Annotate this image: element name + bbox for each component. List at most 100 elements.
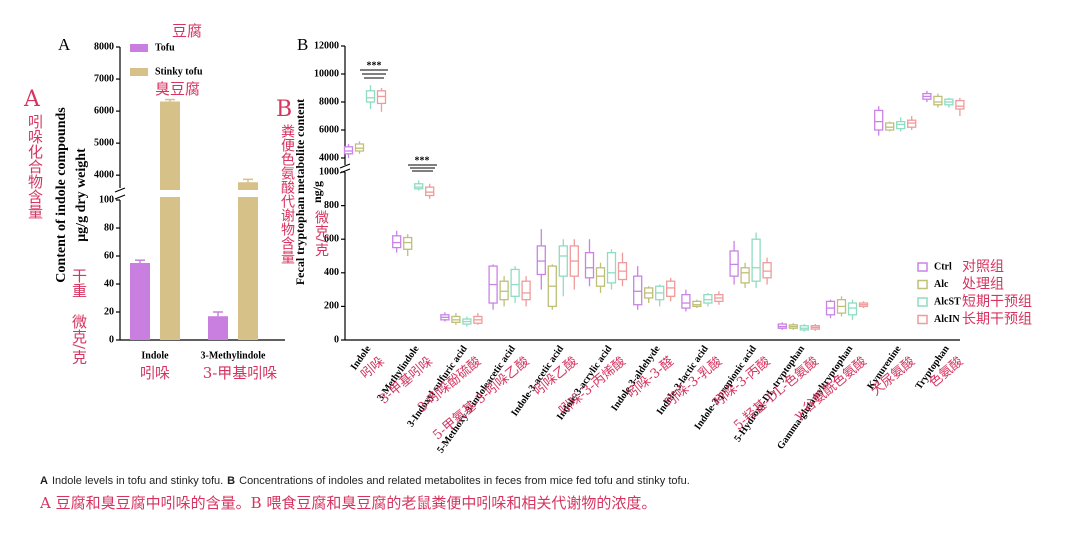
box	[354, 143, 365, 152]
significance-lines	[360, 69, 437, 172]
annotation: 吲哚	[140, 364, 170, 382]
y-tick-label: 4000	[319, 152, 339, 163]
legend-swatch	[917, 262, 928, 272]
break-mark	[339, 168, 351, 174]
y-tick-label: 20	[104, 306, 114, 317]
axis-break	[339, 166, 349, 171]
y-tick-label: 100	[99, 194, 114, 205]
y-tick-label: 0	[109, 334, 114, 345]
panel-label: B	[297, 35, 308, 54]
annotation: 3-甲基吲哚	[203, 364, 278, 382]
box	[558, 245, 568, 277]
box	[751, 238, 761, 282]
box	[729, 250, 739, 277]
box	[681, 293, 691, 309]
legend-swatch	[917, 297, 928, 307]
legend-note: 对照组	[962, 259, 1004, 275]
legend-label: Stinky tofu	[155, 66, 203, 77]
box	[933, 95, 943, 106]
x-tick-label: Indole	[141, 350, 169, 361]
break-mark	[339, 163, 351, 169]
y-tick-label: 400	[324, 267, 339, 278]
bar	[208, 316, 228, 340]
box	[606, 251, 617, 284]
x-tick-label: 3-Methylindole	[201, 350, 267, 361]
y-tick-label: 40	[104, 278, 114, 289]
legend-swatch	[917, 279, 928, 290]
box	[740, 267, 750, 284]
annotation: 微克/克	[70, 314, 88, 365]
y-tick-label: 4000	[94, 169, 114, 180]
caption: A Indole levels in tofu and stinky tofu. B…	[40, 475, 690, 487]
annotation: B	[276, 97, 292, 122]
y-axis-label: μg/g dry weight	[74, 148, 89, 242]
box	[692, 300, 702, 308]
annotation: 干重	[70, 268, 88, 298]
y-tick-label: 1000	[319, 166, 339, 177]
box	[343, 146, 354, 155]
legend-note: 长期干预组	[962, 312, 1032, 328]
break-mark	[114, 194, 126, 200]
bar	[130, 263, 150, 340]
legend-swatch	[917, 314, 928, 325]
box	[510, 268, 520, 297]
box	[499, 280, 509, 301]
y-tick-label: 200	[324, 301, 339, 312]
annotation: 粪便色氨酸代谢物含量	[279, 124, 295, 264]
annotation: 豆腐	[172, 22, 202, 40]
box	[536, 245, 546, 276]
box	[885, 122, 895, 131]
box	[907, 119, 917, 128]
box	[521, 280, 531, 301]
y-tick-label: 7000	[94, 73, 114, 84]
box	[425, 186, 435, 197]
box	[633, 275, 643, 306]
box	[595, 267, 606, 287]
box	[584, 251, 595, 279]
legend-label: AlcST	[934, 296, 961, 307]
annotation: 微克/克	[313, 210, 329, 258]
y-tick-label: 8000	[94, 41, 114, 52]
box	[403, 236, 413, 250]
y-tick-label: 12000	[314, 40, 339, 51]
box	[414, 183, 424, 190]
y-tick-label: 10000	[314, 68, 339, 79]
axis-break	[114, 190, 285, 197]
legend-note: 处理组	[962, 277, 1004, 293]
annotation: A	[23, 87, 41, 112]
box	[703, 293, 713, 304]
legend-note: 短期干预组	[962, 294, 1032, 310]
annotation: ***	[367, 60, 382, 71]
y-tick-label: 6000	[94, 105, 114, 116]
legend-swatch	[130, 68, 148, 76]
y-tick-label: 600	[324, 233, 339, 244]
box	[666, 280, 676, 297]
box	[762, 262, 772, 279]
y-tick-label: 6000	[319, 124, 339, 135]
box	[365, 90, 376, 103]
box	[392, 235, 402, 249]
legend-label: Ctrl	[934, 261, 952, 272]
y-axis-label: ng/g	[310, 181, 324, 203]
bar	[238, 182, 258, 340]
y-tick-label: 800	[324, 200, 339, 211]
box	[955, 99, 965, 110]
y-tick-label: 80	[104, 222, 114, 233]
y-tick-label: 60	[104, 250, 114, 261]
box	[874, 109, 884, 131]
y-tick-label: 0	[334, 334, 339, 345]
caption-zh: A 豆腐和臭豆腐中吲哚的含量。B 喂食豆腐和臭豆腐的老鼠粪便中吲哚和相关代谢物的…	[39, 494, 656, 512]
box	[896, 120, 906, 130]
annotation: 臭豆腐	[155, 80, 200, 98]
panel-label: A	[58, 35, 71, 54]
y-tick-label: 8000	[319, 96, 339, 107]
y-axis-label: Fecal tryptophan metabolite content	[293, 99, 307, 285]
legend-label: Alc	[934, 279, 949, 290]
legend-label: Tofu	[155, 42, 175, 53]
legend-label: AlcIN	[934, 314, 960, 325]
y-axis-label: Content of indole compounds	[54, 107, 69, 283]
break-mark	[114, 187, 126, 193]
box	[376, 90, 387, 105]
annotation: ***	[415, 155, 430, 166]
